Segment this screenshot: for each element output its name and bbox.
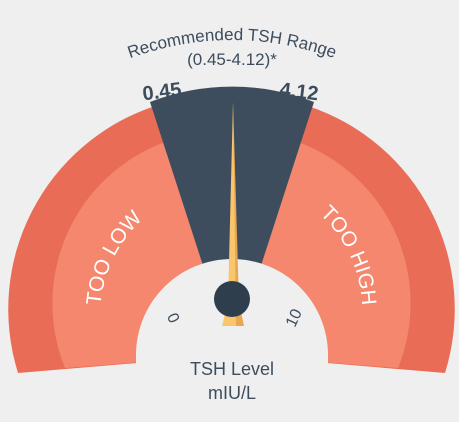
needle-body (222, 102, 236, 326)
needle-pivot (214, 281, 250, 317)
range-low-label: 0.45 (141, 79, 182, 106)
recommended-range-values: (0.45-4.12)* (187, 50, 277, 69)
scale-max-label: 10 (283, 306, 306, 329)
unit-title: TSH Level (190, 359, 274, 379)
gauge-hub-area (136, 259, 328, 395)
range-high-label: 4.12 (278, 79, 319, 106)
needle (222, 102, 244, 326)
unit-label: mIU/L (208, 383, 256, 403)
